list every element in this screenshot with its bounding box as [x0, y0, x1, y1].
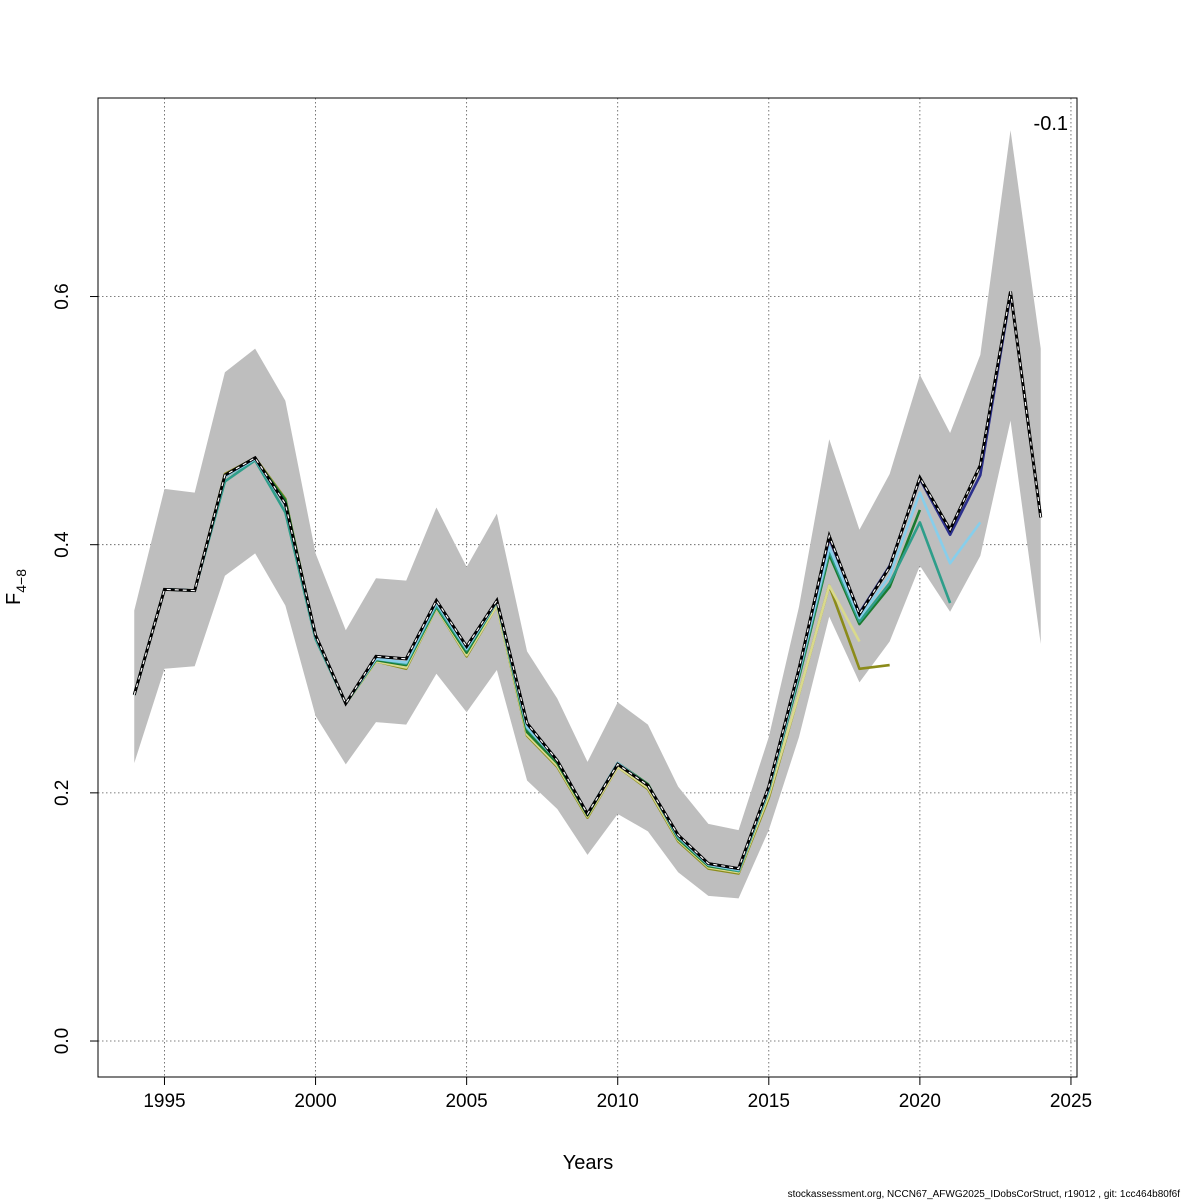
x-tick-label-2015: 2015 [748, 1091, 790, 1112]
x-tick-label-2010: 2010 [597, 1091, 639, 1112]
x-axis-title: Years [563, 1152, 613, 1174]
confidence-band [134, 130, 1041, 899]
confidence-band-area [134, 130, 1041, 899]
y-tick-label-0.0: 0.0 [52, 1028, 73, 1054]
series-lines [132, 291, 1043, 875]
x-tick-label-2005: 2005 [445, 1091, 487, 1112]
x-tick-label-1995: 1995 [143, 1091, 185, 1112]
footer-caption: stockassessment.org, NCCN67_AFWG2025_IDo… [788, 1189, 1181, 1200]
series-line-0-dash [133, 291, 1042, 870]
y-tick-label-0.4: 0.4 [52, 531, 73, 558]
axes: 1995 2000 2005 2010 2015 2020 2025 0.0 0.2 0.4 0.6 [52, 283, 1092, 1112]
y-axis-title-subscript: 4−8 [13, 569, 29, 593]
x-tick-label-2025: 2025 [1050, 1091, 1092, 1112]
plot-frame [97, 97, 1078, 1078]
y-axis-title-main: F [3, 593, 25, 605]
annotation-label: -0.1 [1034, 113, 1068, 135]
grid-lines [98, 98, 1077, 1077]
x-tick-label-2000: 2000 [294, 1091, 336, 1112]
y-axis-title: F4−8 [3, 569, 29, 605]
y-tick-label-0.6: 0.6 [52, 283, 73, 309]
y-tick-label-0.2: 0.2 [52, 780, 73, 806]
x-tick-label-2020: 2020 [899, 1091, 941, 1112]
